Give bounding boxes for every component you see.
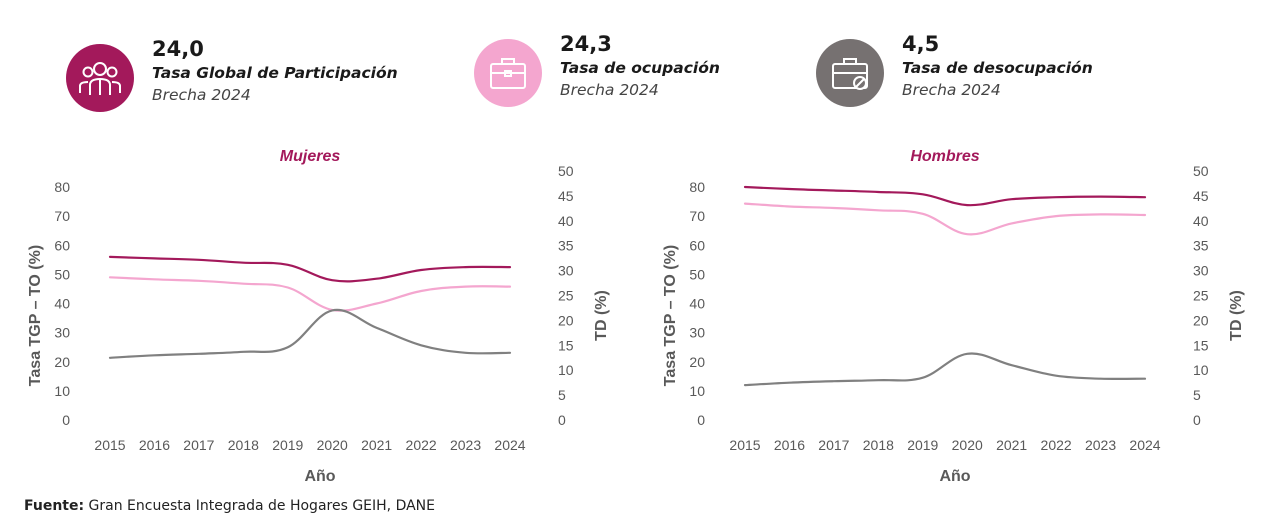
x-tick-label: 2022 xyxy=(1041,437,1072,453)
y-tick-label: 80 xyxy=(689,179,705,195)
series-line-to xyxy=(743,202,1147,236)
x-tick-label: 2020 xyxy=(952,437,983,453)
x-tick-label: 2023 xyxy=(1085,437,1116,453)
y2-tick-label: 10 xyxy=(558,362,574,378)
y-tick-label: 60 xyxy=(54,237,70,253)
x-tick-label: 2017 xyxy=(818,437,849,453)
kpi-tgp-label: Tasa Global de Participación xyxy=(152,64,398,82)
briefcase-blocked-icon xyxy=(816,39,884,107)
x-axis-title: Año xyxy=(939,468,970,485)
y2-tick-label: 15 xyxy=(558,337,574,353)
y2-axis-title: TD (%) xyxy=(1228,290,1245,341)
y2-tick-label: 5 xyxy=(1193,387,1201,403)
y2-tick-label: 30 xyxy=(1193,263,1209,279)
x-tick-label: 2015 xyxy=(94,437,125,453)
x-tick-label: 2017 xyxy=(183,437,214,453)
y2-tick-label: 35 xyxy=(1193,238,1209,254)
chart-title: Mujeres xyxy=(280,148,341,165)
chart-mujeres: Mujeres 0 10 20 30 40 50 60 70 80 0 5 10 15 20 25 30 35 40… xyxy=(27,148,610,485)
y2-tick-label: 50 xyxy=(558,163,574,179)
x-tick-label: 2022 xyxy=(406,437,437,453)
x-tick-label: 2024 xyxy=(1129,437,1160,453)
chart-title: Hombres xyxy=(910,148,979,165)
x-tick-label: 2021 xyxy=(996,437,1027,453)
y2-tick-label: 25 xyxy=(1193,288,1209,304)
x-tick-label: 2020 xyxy=(317,437,348,453)
series-line-to xyxy=(108,276,512,312)
x-tick-label: 2018 xyxy=(863,437,894,453)
y2-tick-label: 0 xyxy=(558,412,566,428)
kpi-to: 24,3 Tasa de ocupación Brecha 2024 xyxy=(474,31,720,107)
y-axis-title: Tasa TGP – TO (%) xyxy=(27,245,44,386)
y2-tick-label: 25 xyxy=(558,288,574,304)
y-tick-label: 50 xyxy=(54,266,70,282)
y2-tick-label: 0 xyxy=(1193,412,1201,428)
x-axis-title: Año xyxy=(304,468,335,485)
y-tick-label: 20 xyxy=(54,354,70,370)
y2-tick-label: 5 xyxy=(558,387,566,403)
y-tick-label: 40 xyxy=(54,296,70,312)
y2-tick-label: 30 xyxy=(558,263,574,279)
kpi-td-sub: Brecha 2024 xyxy=(902,81,1001,99)
y-axis-title: Tasa TGP – TO (%) xyxy=(662,245,679,386)
kpi-tgp-value: 24,0 xyxy=(152,37,204,61)
y-tick-label: 30 xyxy=(54,325,70,341)
kpi-td-label: Tasa de desocupación xyxy=(902,59,1093,77)
x-tick-label: 2023 xyxy=(450,437,481,453)
x-tick-label: 2018 xyxy=(228,437,259,453)
y-tick-label: 40 xyxy=(689,296,705,312)
x-tick-label: 2021 xyxy=(361,437,392,453)
y2-tick-label: 20 xyxy=(558,312,574,328)
y-tick-label: 0 xyxy=(697,412,705,428)
x-tick-label: 2015 xyxy=(729,437,760,453)
chart-hombres: Hombres 0 10 20 30 40 50 60 70 80 0 5 10 15 20 25 30 35 40… xyxy=(662,148,1245,485)
series-line-tgp xyxy=(108,255,512,283)
kpi-tgp-sub: Brecha 2024 xyxy=(152,86,251,104)
y-tick-label: 80 xyxy=(54,179,70,195)
y2-axis-title: TD (%) xyxy=(593,290,610,341)
y2-tick-label: 45 xyxy=(558,188,574,204)
y-tick-label: 0 xyxy=(62,412,70,428)
x-tick-label: 2019 xyxy=(272,437,303,453)
y2-tick-label: 15 xyxy=(1193,337,1209,353)
y-tick-label: 30 xyxy=(689,325,705,341)
y2-tick-label: 40 xyxy=(1193,213,1209,229)
y2-tick-label: 20 xyxy=(1193,312,1209,328)
y-tick-label: 50 xyxy=(689,266,705,282)
kpi-tgp: 24,0 Tasa Global de Participación Brecha… xyxy=(66,36,398,112)
y-tick-label: 10 xyxy=(54,383,70,399)
series-line-td xyxy=(108,308,512,359)
briefcase-icon xyxy=(474,39,542,107)
footer-text: Gran Encuesta Integrada de Hogares GEIH,… xyxy=(84,498,436,514)
x-tick-label: 2024 xyxy=(494,437,525,453)
y2-tick-label: 40 xyxy=(558,213,574,229)
y-tick-label: 70 xyxy=(54,208,70,224)
people-group-icon xyxy=(66,44,134,112)
y2-tick-label: 10 xyxy=(1193,362,1209,378)
y2-tick-label: 35 xyxy=(558,238,574,254)
x-tick-label: 2016 xyxy=(774,437,805,453)
y-tick-label: 20 xyxy=(689,354,705,370)
x-tick-label: 2019 xyxy=(907,437,938,453)
kpi-to-label: Tasa de ocupación xyxy=(560,59,720,77)
footer-label: Fuente: xyxy=(24,498,85,514)
y-tick-label: 70 xyxy=(689,208,705,224)
kpi-td: 4,5 Tasa de desocupación Brecha 2024 xyxy=(816,31,1093,107)
kpi-to-sub: Brecha 2024 xyxy=(560,81,659,99)
x-tick-label: 2016 xyxy=(139,437,170,453)
footer-source: Fuente: Gran Encuesta Integrada de Hogar… xyxy=(24,498,435,514)
y-tick-label: 10 xyxy=(689,383,705,399)
y2-tick-label: 45 xyxy=(1193,188,1209,204)
series-line-td xyxy=(743,352,1147,387)
y-tick-label: 60 xyxy=(689,237,705,253)
y2-tick-label: 50 xyxy=(1193,163,1209,179)
kpi-td-value: 4,5 xyxy=(902,32,940,56)
series-line-tgp xyxy=(743,185,1147,207)
kpi-to-value: 24,3 xyxy=(560,32,612,56)
